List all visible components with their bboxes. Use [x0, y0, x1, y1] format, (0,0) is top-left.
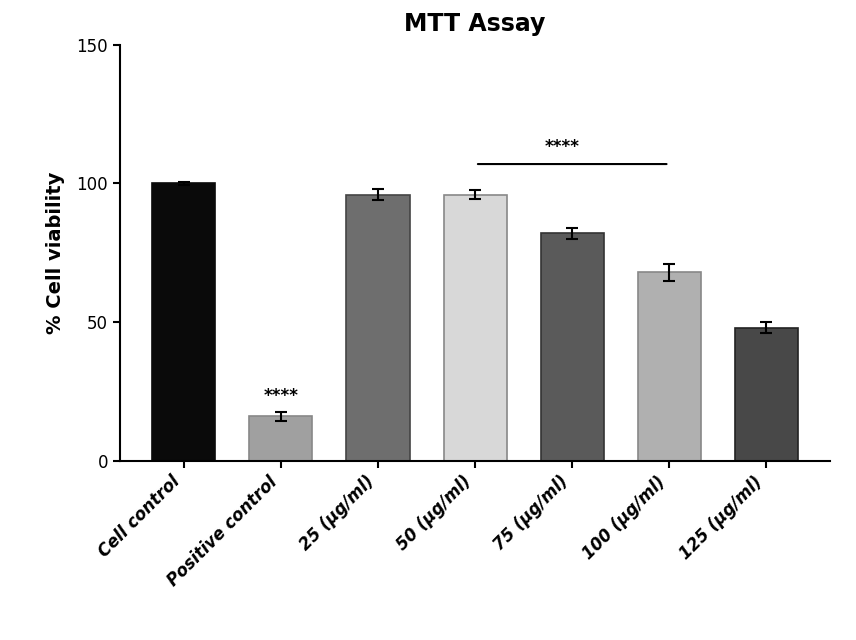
Title: MTT Assay: MTT Assay [404, 12, 546, 36]
Bar [443, 195, 507, 461]
Text: ****: **** [264, 387, 299, 405]
Bar [249, 417, 312, 461]
Text: ****: **** [545, 138, 580, 156]
Bar [541, 234, 603, 461]
Bar [152, 184, 215, 461]
Bar [347, 195, 409, 461]
Y-axis label: % Cell viability: % Cell viability [46, 172, 65, 334]
Bar [735, 328, 798, 461]
Bar [638, 272, 701, 461]
